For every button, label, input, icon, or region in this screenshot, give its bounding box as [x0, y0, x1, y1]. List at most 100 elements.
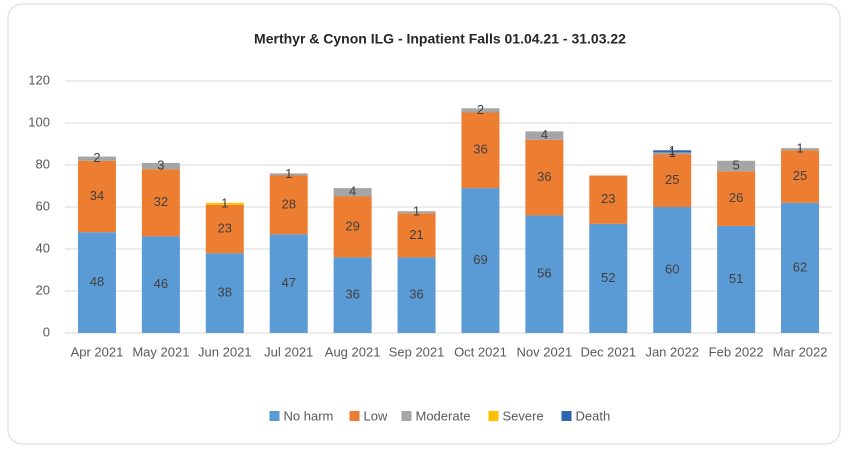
data-label: 25 [665, 172, 679, 187]
data-label: 1 [285, 166, 292, 181]
x-tick-label: Apr 2021 [71, 344, 124, 359]
data-label: 2 [93, 150, 100, 165]
bar-segment [333, 257, 372, 333]
data-label: 4 [349, 184, 356, 199]
data-label: 32 [154, 194, 168, 209]
data-label: 60 [665, 261, 679, 276]
x-tick-label: Dec 2021 [580, 344, 636, 359]
data-label: 52 [601, 270, 615, 285]
data-label: 23 [601, 191, 615, 206]
bar-segment [717, 160, 756, 172]
x-tick-label: Mar 2022 [773, 344, 828, 359]
data-label: 5 [733, 157, 740, 172]
bar-segment [589, 223, 628, 333]
bar-segment [141, 236, 180, 333]
x-tick-label: Aug 2021 [325, 344, 381, 359]
data-label: 36 [473, 142, 487, 157]
bar-segment [653, 154, 692, 207]
data-label: 28 [281, 196, 295, 211]
data-label: 25 [793, 168, 807, 183]
x-tick-label: Jul 2021 [264, 344, 313, 359]
x-tick-label: Oct 2021 [454, 344, 507, 359]
data-label: 29 [345, 218, 359, 233]
bar-segment [397, 213, 436, 258]
bar-segment [525, 215, 564, 333]
bar-segment [653, 152, 692, 155]
bar-segment [461, 108, 500, 113]
data-label: 51 [729, 271, 743, 286]
bar-segment [525, 131, 564, 140]
bar-segment [205, 202, 244, 205]
x-tick-label: Feb 2022 [709, 344, 764, 359]
x-tick-label: Sep 2021 [389, 344, 445, 359]
bar-segment [717, 171, 756, 226]
bar-segment [525, 139, 564, 216]
legend-label: Severe [503, 408, 544, 423]
legend-swatch [269, 411, 280, 421]
data-label: 36 [409, 287, 423, 302]
legend-label: Low [364, 408, 388, 423]
bar-segment [269, 173, 308, 176]
data-label: 69 [473, 252, 487, 267]
data-label: 1 [796, 141, 803, 156]
data-label: 23 [218, 220, 232, 235]
bar-segment [77, 156, 116, 161]
legend-swatch [401, 411, 412, 421]
data-label: 48 [90, 274, 104, 289]
bar-segment [781, 202, 820, 333]
y-tick-label: 120 [28, 72, 50, 87]
y-tick-label: 0 [43, 324, 50, 339]
data-label: 1 [413, 204, 420, 219]
bar-segment [269, 234, 308, 333]
bar-segment [781, 150, 820, 203]
data-label: 47 [281, 275, 295, 290]
bar-segment [333, 196, 372, 258]
bar-segment [205, 204, 244, 254]
bar-segment [205, 253, 244, 333]
x-tick-label: Nov 2021 [517, 344, 573, 359]
data-label: 21 [409, 227, 423, 242]
data-label: 2 [477, 102, 484, 117]
legend-label: Death [576, 408, 611, 423]
x-tick-label: Jun 2021 [198, 344, 252, 359]
bar-segment [461, 188, 500, 333]
data-label: 36 [345, 287, 359, 302]
legend-swatch [488, 411, 499, 421]
legend-label: Moderate [416, 408, 471, 423]
bar-segment [653, 150, 692, 153]
bar-segment [589, 175, 628, 224]
legend-swatch [561, 411, 572, 421]
data-label: 26 [729, 190, 743, 205]
bar-segment [77, 160, 116, 233]
legend-label: No harm [284, 408, 334, 423]
data-label: 38 [218, 285, 232, 300]
y-tick-label: 80 [36, 156, 50, 171]
bar-segment [269, 175, 308, 235]
data-label: 62 [793, 259, 807, 274]
data-label: 56 [537, 266, 551, 281]
bar-segment [141, 169, 180, 237]
chart-title: Merthyr & Cynon ILG - Inpatient Falls 01… [254, 31, 626, 47]
y-tick-label: 20 [36, 282, 50, 297]
x-tick-label: May 2021 [132, 344, 189, 359]
y-tick-label: 60 [36, 198, 50, 213]
bar-segment [397, 211, 436, 214]
data-label: 3 [157, 157, 164, 172]
data-label: 1 [221, 195, 228, 210]
data-label: 46 [154, 276, 168, 291]
bar-segment [461, 112, 500, 189]
data-label: 36 [537, 169, 551, 184]
y-tick-label: 40 [36, 240, 50, 255]
data-label: 1 [669, 143, 676, 158]
bar-segment [653, 207, 692, 333]
bar-segment [141, 162, 180, 170]
y-tick-label: 100 [28, 114, 50, 129]
bar-segment [397, 257, 436, 333]
bar-segment [781, 148, 820, 151]
bar-segment [333, 188, 372, 197]
x-tick-label: Jan 2022 [645, 344, 699, 359]
bar-segment [77, 232, 116, 333]
data-label: 34 [90, 188, 104, 203]
